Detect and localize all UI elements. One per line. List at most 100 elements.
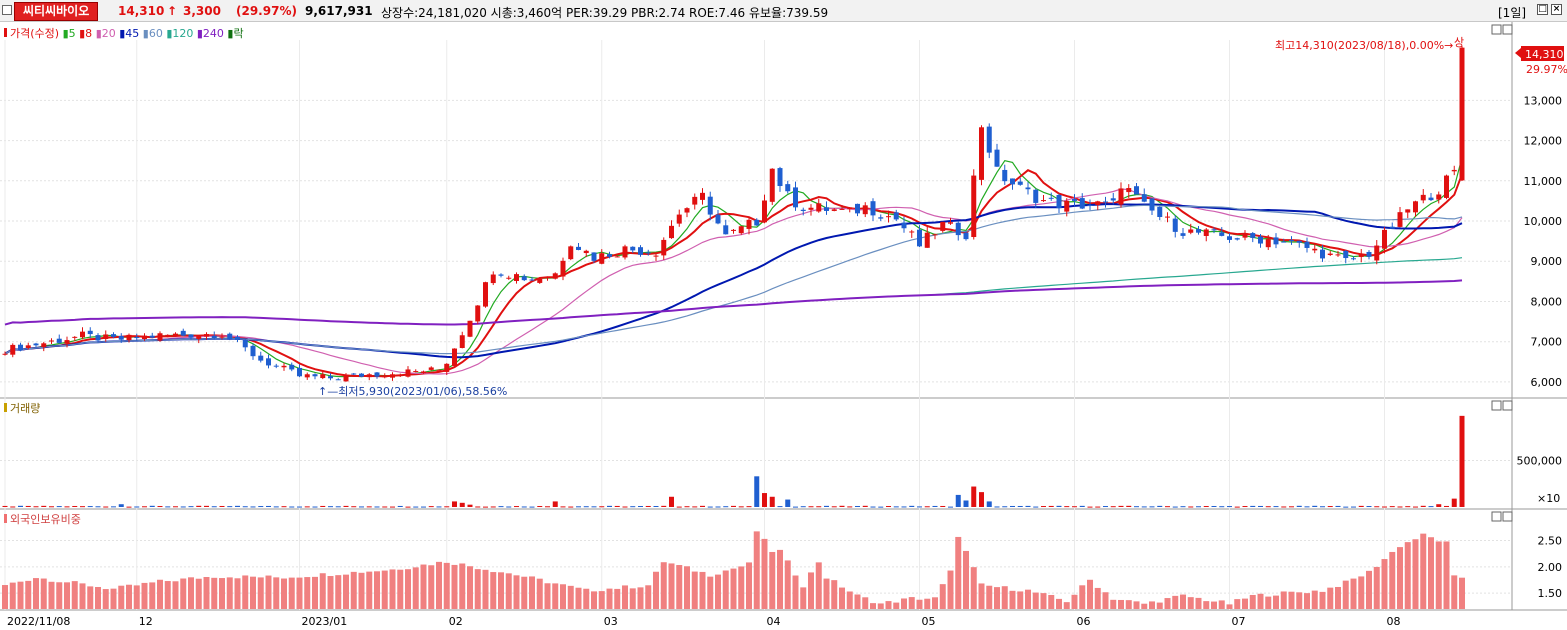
- volume-bar: [273, 506, 279, 508]
- volume-bar: [653, 505, 659, 507]
- volume-bar: [1351, 506, 1356, 508]
- foreign-bar: [986, 585, 993, 609]
- foreign-bar: [133, 585, 140, 609]
- foreign-bar: [180, 578, 187, 609]
- price-change: 3,300: [183, 4, 221, 18]
- candle-body: [645, 252, 651, 254]
- volume-bar: [831, 506, 837, 508]
- candle-body: [1304, 241, 1310, 248]
- select-checkbox[interactable]: [2, 5, 12, 15]
- candle-body: [173, 333, 178, 336]
- foreign-bar: [1172, 595, 1179, 609]
- volume-panel-controls[interactable]: [1491, 400, 1513, 411]
- volume-bar: [103, 506, 109, 508]
- foreign-panel-controls[interactable]: [1491, 511, 1513, 522]
- limit-up-tag: 상: [1454, 36, 1464, 49]
- foreign-bar: [428, 565, 435, 609]
- candle-body: [1002, 169, 1008, 182]
- foreign-bar: [823, 578, 830, 609]
- volume-bar: [676, 506, 682, 508]
- candle-body: [126, 334, 132, 341]
- price-tick-label: 8,000: [1531, 295, 1563, 308]
- foreign-bar: [474, 569, 481, 609]
- stock-name-badge[interactable]: 씨티씨바이오: [14, 2, 99, 21]
- foreign-bar: [40, 578, 47, 609]
- volume-bar: [134, 506, 140, 508]
- candle-body: [599, 253, 605, 264]
- price-legend-text: 가격(수정) ▮5 ▮8 ▮20 ▮45 ▮60 ▮120 ▮240 ▮락: [10, 27, 244, 40]
- foreign-bar: [281, 578, 287, 609]
- foreign-bar: [645, 585, 652, 609]
- candle-body: [1296, 240, 1302, 243]
- volume-bar: [1126, 505, 1132, 507]
- close-icon[interactable]: ×: [1551, 4, 1562, 15]
- volume-bar: [366, 506, 372, 508]
- volume-bar: [374, 506, 380, 508]
- volume-bar: [328, 506, 333, 508]
- foreign-bar: [505, 573, 512, 609]
- foreign-bar: [598, 591, 605, 609]
- foreign-bar: [513, 575, 520, 609]
- foreign-bar: [753, 531, 760, 609]
- candle-body: [10, 344, 16, 355]
- candle-body: [552, 273, 558, 279]
- candle-body: [521, 276, 527, 281]
- candle-body: [211, 335, 217, 339]
- candle-body: [289, 364, 295, 370]
- candle-body: [111, 334, 116, 337]
- foreign-bar: [1443, 541, 1450, 609]
- volume-bar: [1289, 506, 1294, 508]
- volume-bar: [211, 506, 217, 508]
- volume-bar: [909, 505, 915, 507]
- foreign-bar: [707, 576, 714, 609]
- volume-bar: [242, 506, 248, 508]
- volume-bar: [173, 506, 178, 508]
- volume-bar: [1064, 506, 1070, 508]
- volume-bar: [157, 506, 163, 508]
- candle-body: [1118, 188, 1124, 205]
- volume-bar: [1389, 506, 1395, 508]
- candle-body: [1188, 229, 1194, 233]
- foreign-bar: [1149, 601, 1155, 609]
- candle-body: [1428, 197, 1434, 201]
- foreign-bar: [885, 601, 892, 609]
- candle-body: [452, 348, 457, 367]
- volume-bar: [382, 506, 388, 508]
- volume-bar: [304, 506, 310, 508]
- foreign-bar: [1017, 591, 1024, 609]
- candle-body: [1079, 198, 1085, 209]
- volume-bar: [552, 501, 558, 507]
- candle-body: [676, 214, 682, 224]
- foreign-bar: [1180, 594, 1186, 609]
- candle-body: [467, 320, 473, 337]
- candle-body: [738, 226, 744, 234]
- date-tick-label: 12: [139, 615, 153, 628]
- volume-bar: [599, 506, 605, 508]
- volume-bar: [49, 506, 54, 508]
- candle-body: [1180, 233, 1186, 236]
- candle-body: [413, 371, 419, 373]
- candle-body: [1126, 188, 1132, 193]
- price-panel-controls[interactable]: [1491, 24, 1513, 35]
- volume-bar: [754, 476, 760, 507]
- candle-body: [1397, 212, 1403, 227]
- volume-bar: [521, 506, 527, 508]
- candle-body: [1196, 229, 1201, 233]
- period-selector[interactable]: [1일]: [1498, 6, 1527, 20]
- candle-body: [769, 168, 775, 202]
- foreign-tick-label: 1.50: [1538, 587, 1563, 600]
- volume-multiplier: ×10: [1537, 492, 1560, 505]
- candle-body: [1041, 200, 1046, 202]
- candle-body: [932, 234, 938, 236]
- foreign-bar: [730, 568, 737, 609]
- foreign-bar: [629, 588, 636, 609]
- volume-bar: [126, 506, 132, 508]
- foreign-bar: [443, 562, 450, 609]
- volume-bar: [1010, 505, 1015, 507]
- foreign-bar: [459, 563, 466, 609]
- foreign-bar: [529, 576, 535, 609]
- volume-bar: [18, 505, 23, 507]
- maximize-icon[interactable]: □: [1537, 4, 1548, 15]
- foreign-bar: [536, 578, 543, 609]
- foreign-bar: [451, 564, 458, 609]
